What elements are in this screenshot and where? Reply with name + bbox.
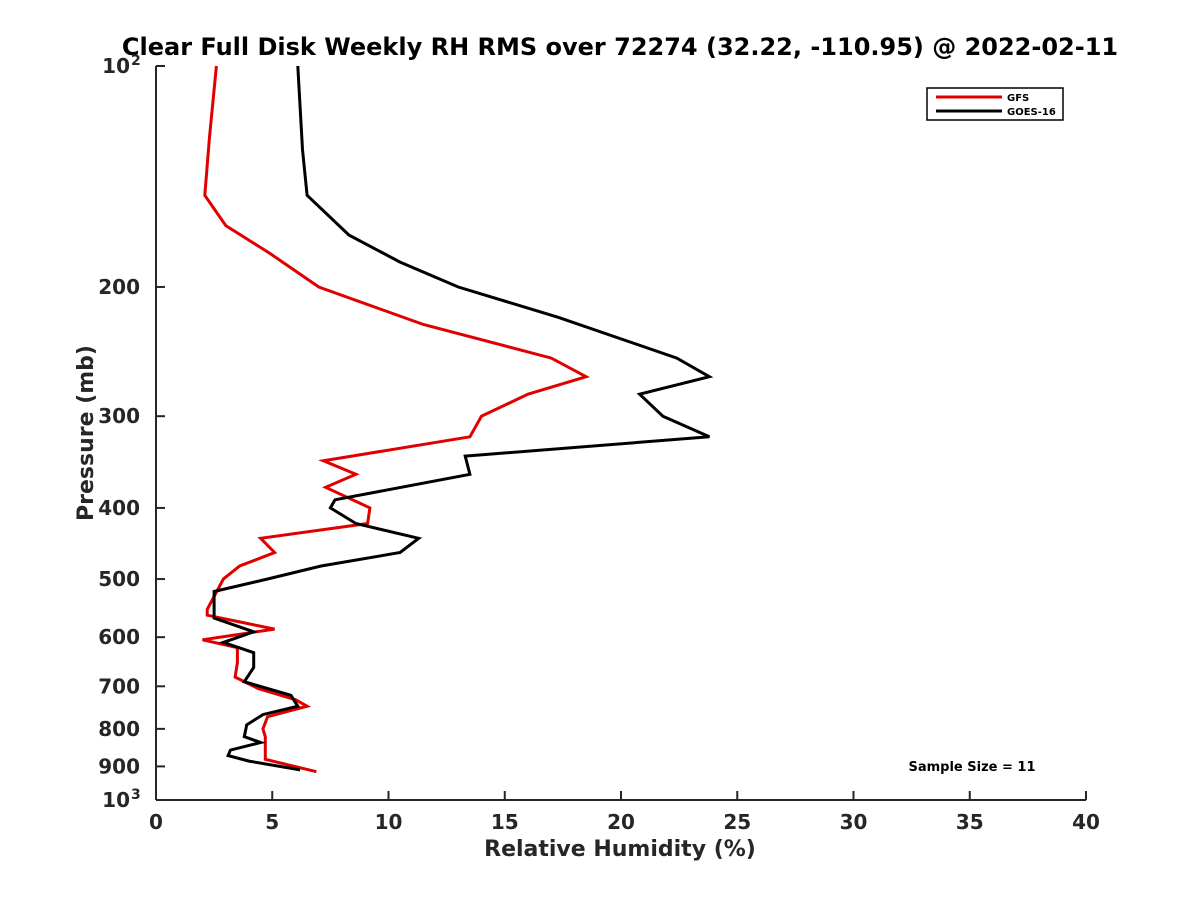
- y-tick-label: 400: [98, 496, 140, 520]
- series-line-1: [212, 65, 714, 772]
- x-tick-label: 30: [840, 810, 868, 834]
- y-tick-label: 200: [98, 275, 140, 299]
- x-tick-label: 20: [607, 810, 635, 834]
- y-tick-exponent: 3: [131, 787, 141, 803]
- x-tick-label: 15: [491, 810, 519, 834]
- legend-label: GOES-16: [1007, 107, 1056, 118]
- y-tick-label: 300: [98, 404, 140, 428]
- y-tick-label: 10: [102, 54, 130, 78]
- plot-series: [202, 65, 714, 774]
- y-tick-label: 500: [98, 567, 140, 591]
- y-tick-label: 800: [98, 717, 140, 741]
- y-tick-label: 600: [98, 625, 140, 649]
- series-line-0: [202, 65, 591, 774]
- y-axis-label: Pressure (mb): [74, 345, 99, 521]
- legend-box: [926, 87, 1064, 121]
- y-tick-label: 900: [98, 754, 140, 778]
- y-tick-exponent: 2: [131, 53, 141, 69]
- x-tick-label: 40: [1072, 810, 1100, 834]
- legend-label: GFS: [1007, 93, 1029, 104]
- x-tick-label: 0: [149, 810, 163, 834]
- x-tick-label: 25: [723, 810, 751, 834]
- x-axis-label: Relative Humidity (%): [484, 837, 756, 862]
- y-tick-label: 700: [98, 674, 140, 698]
- sample-size-annotation: Sample Size = 11: [908, 760, 1035, 775]
- chart-title: Clear Full Disk Weekly RH RMS over 72274…: [122, 33, 1118, 61]
- x-tick-label: 5: [265, 810, 279, 834]
- y-tick-label: 10: [102, 788, 130, 812]
- legend: GFS GOES-16: [926, 87, 1064, 121]
- x-tick-label: 35: [956, 810, 984, 834]
- x-tick-label: 10: [375, 810, 403, 834]
